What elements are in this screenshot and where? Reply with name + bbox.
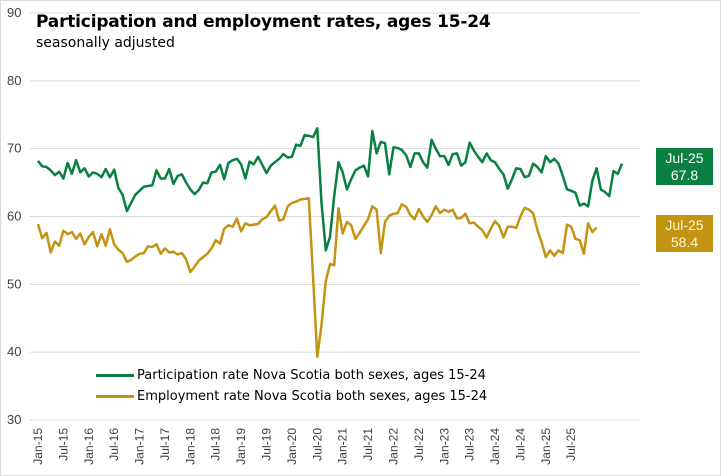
- y-axis-ticks: 30 40 50 60 70 80 90: [7, 5, 21, 427]
- y-tick-label: 50: [7, 276, 21, 291]
- y-tick-label: 40: [7, 344, 21, 359]
- series-lines: [36, 127, 624, 359]
- legend: Participation rate Nova Scotia both sexe…: [96, 365, 487, 407]
- chart-subtitle: seasonally adjusted: [36, 35, 175, 51]
- x-axis-ticks: Jan-15 Jul-15 Jan-16 Jul-16 Jan-17 Jul-17 Jan-…: [31, 428, 578, 465]
- x-tick-label: Jan-15: [31, 428, 45, 465]
- x-tick-label: Jan-18: [183, 428, 197, 465]
- y-tick-label: 30: [7, 412, 21, 427]
- x-tick-label: Jul-18: [209, 428, 223, 461]
- callout-employment-value: 58.4: [670, 234, 699, 250]
- legend-swatch-employment: [96, 395, 134, 398]
- chart-title: Participation and employment rates, ages…: [36, 12, 491, 32]
- gridlines: [30, 12, 640, 421]
- callout-employment-latest: Jul-25 58.4: [656, 215, 713, 252]
- x-tick-label: Jan-24: [488, 428, 502, 465]
- y-tick-label: 90: [7, 5, 21, 20]
- x-tick-label: Jul-17: [158, 428, 172, 461]
- x-tick-label: Jan-16: [82, 428, 96, 465]
- x-tick-label: Jul-24: [513, 428, 527, 461]
- series-line-participation: [37, 127, 624, 252]
- x-tick-label: Jan-21: [336, 428, 350, 465]
- x-tick-label: Jan-19: [234, 428, 248, 465]
- x-tick-label: Jul-20: [310, 428, 324, 461]
- callout-participation-date: Jul-25: [665, 150, 704, 166]
- series-line-employment: [36, 196, 598, 359]
- x-tick-label: Jan-23: [437, 428, 451, 465]
- x-tick-label: Jul-19: [260, 428, 274, 461]
- callout-participation-latest: Jul-25 67.8: [656, 148, 713, 185]
- x-tick-label: Jan-17: [133, 428, 147, 465]
- x-tick-label: Jan-25: [539, 428, 553, 465]
- x-tick-label: Jan-22: [386, 428, 400, 465]
- x-tick-label: Jul-15: [56, 428, 70, 461]
- callout-employment-date: Jul-25: [665, 217, 704, 233]
- callout-participation-value: 67.8: [670, 167, 699, 183]
- legend-item-participation: Participation rate Nova Scotia both sexe…: [96, 365, 487, 386]
- legend-item-employment: Employment rate Nova Scotia both sexes, …: [96, 386, 487, 407]
- x-tick-label: Jul-16: [107, 428, 121, 461]
- legend-swatch-participation: [96, 374, 134, 377]
- y-tick-label: 80: [7, 73, 21, 88]
- x-tick-label: Jul-25: [564, 428, 578, 461]
- y-tick-label: 60: [7, 209, 21, 224]
- x-tick-label: Jan-20: [285, 428, 299, 465]
- x-tick-label: Jul-23: [463, 428, 477, 461]
- legend-label-employment: Employment rate Nova Scotia both sexes, …: [137, 389, 488, 404]
- y-tick-label: 70: [7, 141, 21, 156]
- legend-label-participation: Participation rate Nova Scotia both sexe…: [137, 368, 486, 383]
- x-tick-label: Jul-21: [361, 428, 375, 461]
- x-tick-label: Jul-22: [412, 428, 426, 461]
